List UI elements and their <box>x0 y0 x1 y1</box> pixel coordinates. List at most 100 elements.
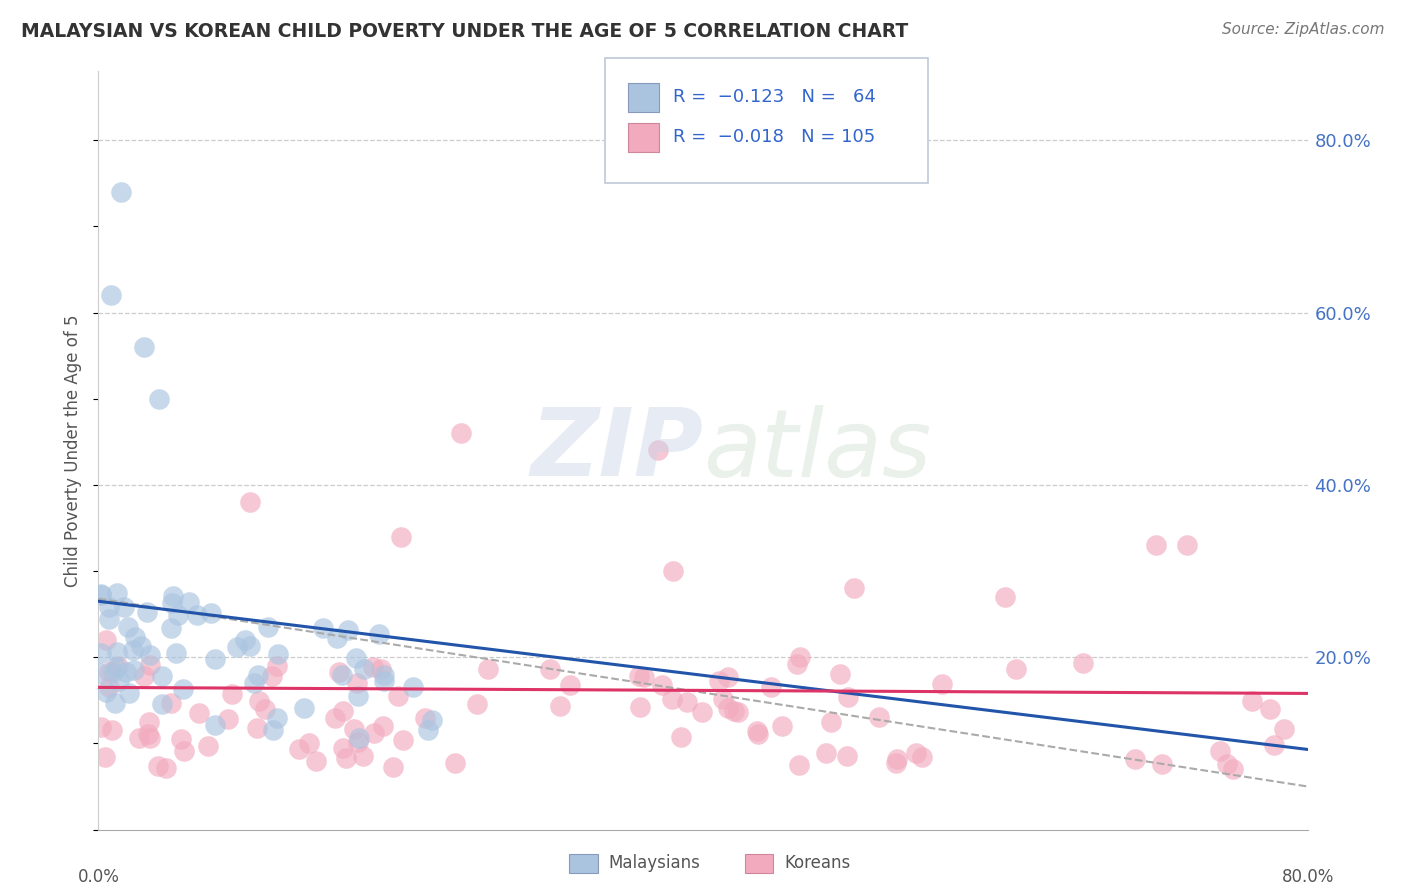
Point <box>723 704 745 718</box>
Point <box>820 714 842 729</box>
Point <box>352 748 374 763</box>
Point <box>373 668 395 682</box>
Point <box>246 667 269 681</box>
Text: R =  −0.123   N =   64: R = −0.123 N = 64 <box>673 88 876 106</box>
Point <box>868 709 890 723</box>
Point <box>633 670 655 684</box>
Point <box>107 659 129 673</box>
Point <box>200 606 222 620</box>
Text: R =  −0.018   N = 105: R = −0.018 N = 105 <box>673 128 876 146</box>
Point <box>707 674 730 689</box>
Point <box>172 681 194 696</box>
Point <box>905 746 928 760</box>
Point <box>239 495 262 509</box>
Point <box>1123 752 1146 766</box>
Point <box>186 608 208 623</box>
Point <box>335 751 357 765</box>
Point <box>347 731 370 745</box>
Point <box>465 697 488 711</box>
Point <box>90 646 112 660</box>
Point <box>647 443 669 458</box>
Point <box>747 727 769 741</box>
Point <box>418 723 440 737</box>
Point <box>727 706 749 720</box>
Point <box>94 633 117 648</box>
Text: MALAYSIAN VS KOREAN CHILD POVERTY UNDER THE AGE OF 5 CORRELATION CHART: MALAYSIAN VS KOREAN CHILD POVERTY UNDER … <box>21 22 908 41</box>
Point <box>148 392 170 406</box>
Point <box>830 667 852 681</box>
Point <box>538 662 561 676</box>
Point <box>353 662 375 676</box>
Point <box>477 662 499 676</box>
Point <box>292 701 315 715</box>
Point <box>97 665 120 680</box>
Point <box>129 639 152 653</box>
Point <box>676 695 699 709</box>
Point <box>239 639 262 653</box>
Point <box>1175 538 1198 552</box>
Point <box>328 665 350 679</box>
Point <box>114 665 136 679</box>
Point <box>772 718 794 732</box>
Point <box>118 686 141 700</box>
Point <box>187 706 209 720</box>
Point <box>233 632 256 647</box>
Point <box>761 681 783 695</box>
Point <box>170 731 193 746</box>
Point <box>246 721 269 735</box>
Point <box>361 660 384 674</box>
Point <box>789 650 811 665</box>
Point <box>162 589 184 603</box>
Point <box>711 691 734 706</box>
Point <box>787 758 810 772</box>
Point <box>249 694 271 708</box>
Point <box>217 712 239 726</box>
Point <box>136 606 159 620</box>
Point <box>717 701 740 715</box>
Point <box>910 750 932 764</box>
Point <box>98 680 121 694</box>
Point <box>661 691 683 706</box>
Text: Source: ZipAtlas.com: Source: ZipAtlas.com <box>1222 22 1385 37</box>
Point <box>94 750 117 764</box>
Point <box>444 756 467 770</box>
Point <box>97 599 120 614</box>
Point <box>105 645 128 659</box>
Point <box>262 723 284 738</box>
Point <box>389 530 412 544</box>
Point <box>132 340 155 354</box>
Point <box>368 627 391 641</box>
Point <box>837 690 859 704</box>
Point <box>450 426 472 441</box>
Point <box>128 731 150 746</box>
Point <box>346 735 368 749</box>
Point <box>332 740 354 755</box>
Text: 0.0%: 0.0% <box>77 868 120 887</box>
Point <box>121 643 143 657</box>
Point <box>243 676 266 690</box>
Point <box>747 724 769 739</box>
Point <box>253 702 276 716</box>
Point <box>110 185 132 199</box>
Point <box>669 730 692 744</box>
Point <box>363 725 385 739</box>
Point <box>221 687 243 701</box>
Text: 80.0%: 80.0% <box>1281 868 1334 887</box>
Point <box>323 711 346 725</box>
Point <box>105 585 128 599</box>
Point <box>931 677 953 691</box>
Point <box>1144 538 1167 552</box>
Point <box>152 697 174 711</box>
Point <box>138 715 160 730</box>
Point <box>100 288 122 302</box>
Point <box>305 754 328 768</box>
Point <box>197 739 219 753</box>
Point <box>204 652 226 666</box>
Point <box>146 759 169 773</box>
Point <box>1150 756 1173 771</box>
Point <box>337 623 360 637</box>
Point <box>690 705 713 719</box>
Text: ZIP: ZIP <box>530 404 703 497</box>
Point <box>138 731 160 746</box>
Point <box>326 632 349 646</box>
